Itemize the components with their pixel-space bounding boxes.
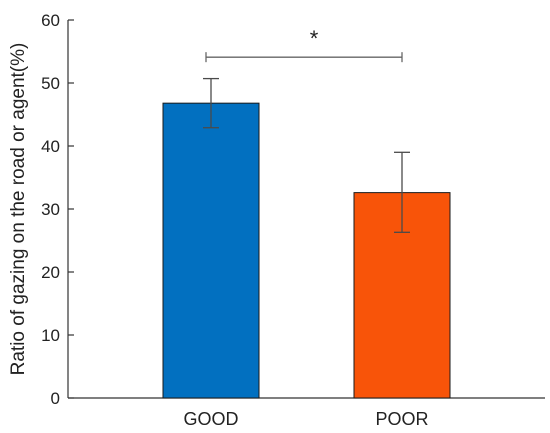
y-tick-label: 60 xyxy=(41,11,60,30)
error-bars xyxy=(203,77,410,233)
y-tick-label: 30 xyxy=(41,200,60,219)
y-axis: 0 10 20 30 40 50 60 xyxy=(41,11,74,408)
bars xyxy=(162,102,451,399)
error-bar-poor xyxy=(394,151,410,233)
significance-label: * xyxy=(310,26,319,51)
y-ticks: 0 10 20 30 40 50 60 xyxy=(41,11,74,408)
x-tick-labels: GOOD POOR xyxy=(183,409,428,429)
y-tick-label: 50 xyxy=(41,74,60,93)
bar-good xyxy=(162,102,260,399)
y-tick-label: 0 xyxy=(51,389,60,408)
x-tick-label-poor: POOR xyxy=(375,409,428,429)
y-tick-label: 20 xyxy=(41,263,60,282)
y-tick-label: 40 xyxy=(41,137,60,156)
significance-bracket: * xyxy=(205,26,403,63)
y-axis-label: Ratio of gazing on the road or agent(%) xyxy=(8,43,29,376)
x-axis: GOOD POOR xyxy=(68,397,545,429)
error-bar-good xyxy=(203,77,219,129)
x-tick-label-good: GOOD xyxy=(183,409,238,429)
y-tick-label: 10 xyxy=(41,326,60,345)
